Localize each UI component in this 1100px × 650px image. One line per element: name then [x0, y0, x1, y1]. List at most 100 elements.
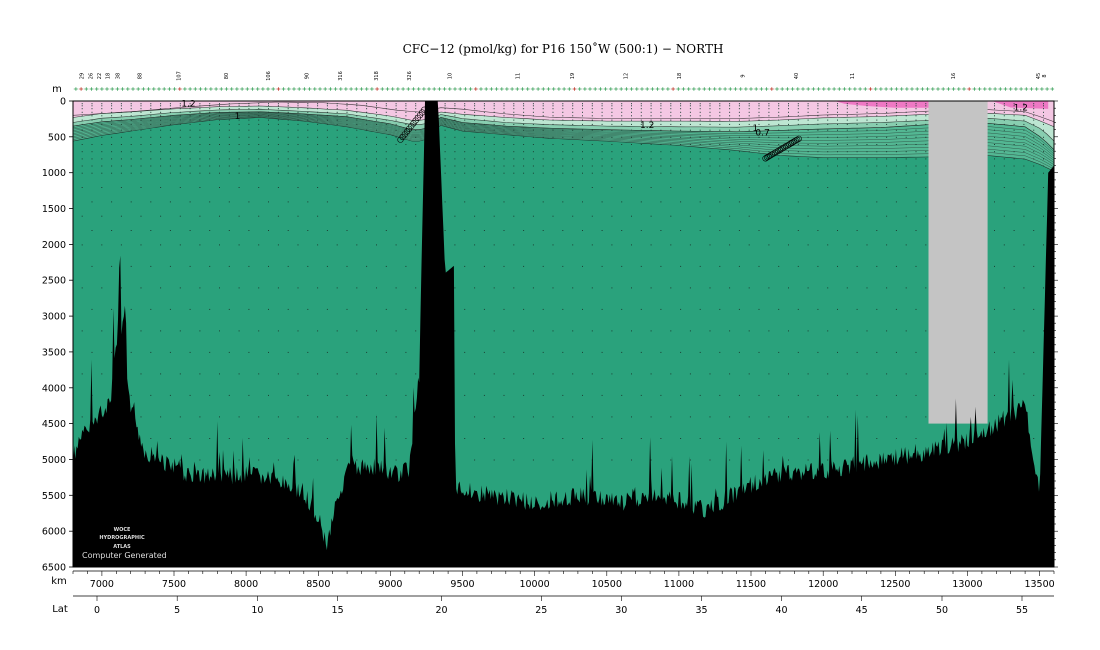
sample-dot [562, 151, 564, 153]
sample-dot [140, 416, 142, 418]
sample-dot [1013, 230, 1015, 231]
sample-dot [876, 151, 878, 153]
station-marker [847, 87, 852, 91]
sample-dot [660, 165, 662, 167]
sample-dot [81, 115, 83, 117]
sample-dot [258, 459, 260, 461]
sample-dot [866, 105, 868, 107]
sample-dot [268, 119, 269, 121]
sample-dot [356, 373, 358, 375]
sample-dot [807, 103, 809, 105]
sample-dot [376, 244, 377, 246]
station-marker [697, 87, 701, 91]
sample-dot [483, 394, 485, 396]
sample-dot [385, 111, 387, 113]
sample-dot [631, 165, 632, 167]
sample-dot [532, 330, 534, 332]
sample-dot [650, 115, 652, 117]
sample-dot [111, 265, 113, 267]
sample-dot [778, 115, 780, 117]
sample-dot [680, 438, 682, 439]
sample-dot [209, 230, 211, 231]
sample-dot [199, 111, 201, 113]
sample-dot [719, 394, 721, 396]
sample-dot [837, 308, 838, 310]
sample-dot [689, 330, 691, 332]
sample-dot [699, 351, 701, 353]
sample-dot [366, 103, 368, 105]
sample-dot [493, 330, 495, 332]
watermark-logo-line-2: HYDROGRAPHIC [99, 535, 145, 541]
sample-dot [169, 123, 171, 125]
sample-dot [503, 265, 505, 267]
sample-dot [130, 165, 132, 167]
sample-dot [120, 287, 122, 289]
station-marker [557, 87, 561, 91]
sample-dot [886, 119, 888, 121]
sample-dot [346, 119, 348, 121]
sample-dot [444, 144, 446, 145]
sample-dot [778, 172, 780, 174]
sample-dot [572, 136, 574, 138]
sample-dot [483, 105, 485, 107]
sample-dot [788, 165, 789, 167]
sample-dot [376, 105, 377, 107]
sample-dot [621, 151, 623, 153]
sample-dot [160, 172, 162, 174]
sample-dot [189, 158, 191, 160]
sample-dot [228, 119, 230, 121]
sample-dot [768, 105, 770, 107]
contour-label-1: 1.2 [181, 100, 195, 110]
sample-dot [238, 459, 240, 461]
sample-dot [591, 165, 593, 167]
sample-dot [650, 215, 652, 217]
sample-dot [209, 111, 211, 113]
sample-dot [248, 111, 250, 113]
station-marker [858, 87, 862, 91]
contour-line-15 [72, 116, 1055, 170]
sample-dot [336, 158, 338, 160]
sample-dot [493, 129, 495, 131]
sample-dot [258, 105, 260, 107]
sample-dot [788, 158, 789, 160]
station-marker [266, 87, 270, 91]
sample-dot [111, 103, 113, 105]
sample-dot [886, 158, 888, 160]
sample-dot [523, 165, 525, 167]
sample-dot [297, 165, 299, 167]
sample-dot [552, 158, 554, 160]
sample-dot [1033, 108, 1035, 110]
station-marker [375, 87, 379, 91]
sample-dot [670, 172, 672, 174]
sample-dot [729, 172, 731, 174]
sample-dot [758, 144, 760, 145]
distance-axis-label: km [51, 576, 67, 587]
station-marker [723, 87, 727, 91]
sample-dot [925, 136, 927, 138]
sample-dot [209, 351, 211, 353]
sample-dot [689, 158, 691, 160]
sample-dot [336, 172, 338, 174]
sample-dot [925, 330, 927, 332]
station-marker [281, 87, 286, 91]
sample-dot [199, 158, 201, 160]
sample-dot [317, 165, 319, 167]
sample-dot [621, 158, 623, 160]
sample-dot [631, 187, 632, 188]
sample-dot [572, 287, 574, 289]
sample-dot [817, 129, 819, 131]
sample-dot [395, 373, 397, 375]
sample-dot [160, 151, 162, 153]
sample-dot [346, 351, 348, 353]
sample-dot [837, 119, 838, 121]
sample-dot [856, 108, 858, 110]
sample-dot [376, 123, 377, 125]
sample-dot [709, 115, 711, 117]
sample-dot [503, 108, 505, 110]
sample-dot [395, 115, 397, 117]
sample-dot [1043, 144, 1044, 145]
sample-dot [228, 438, 230, 439]
sample-dot [729, 111, 731, 113]
station-marker [214, 87, 218, 91]
sample-dot [454, 119, 456, 121]
